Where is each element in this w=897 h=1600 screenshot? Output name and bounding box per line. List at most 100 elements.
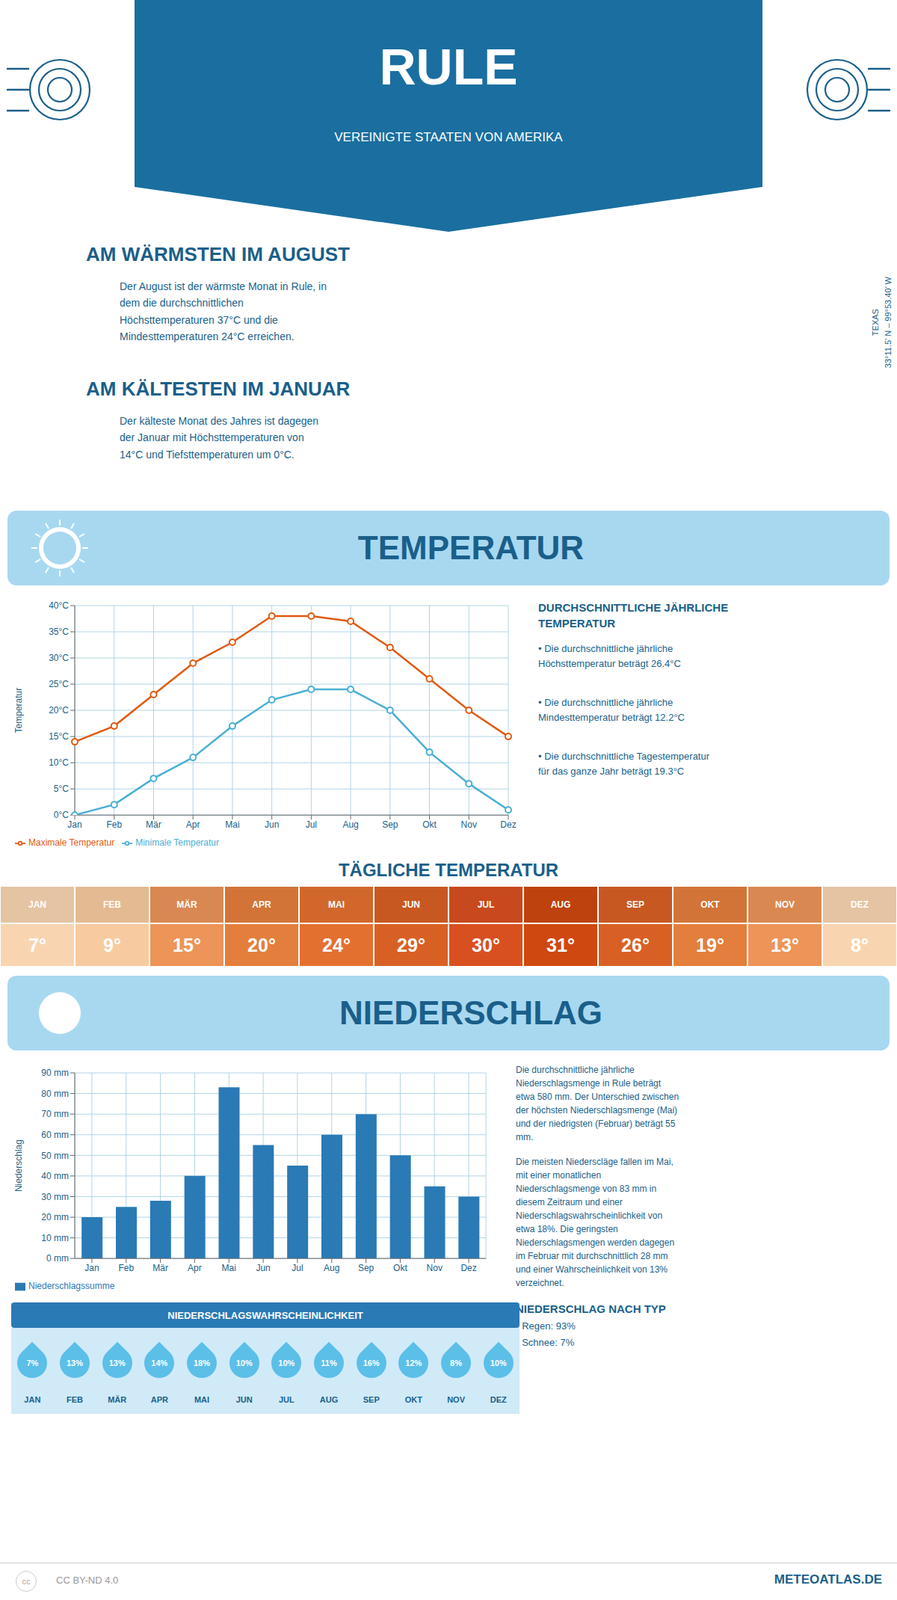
html-text:JUL: JUL bbox=[477, 899, 495, 910]
html-text:19°: 19° bbox=[695, 934, 725, 955]
html-text:AM WÄRMSTEN IM AUGUST: AM WÄRMSTEN IM AUGUST bbox=[85, 242, 350, 266]
html-text:MÄR: MÄR bbox=[176, 899, 198, 910]
html-text:• Die durchschnittliche jährli: • Die durchschnittliche jährliche Mindes… bbox=[538, 696, 685, 723]
html-text:Niederschlagssumme: Niederschlagssumme bbox=[28, 1280, 115, 1292]
svg-text:90 mm: 90 mm bbox=[41, 1067, 69, 1078]
html-text:CC BY-ND 4.0: CC BY-ND 4.0 bbox=[56, 1574, 119, 1586]
html-text:MAI: MAI bbox=[328, 899, 345, 910]
svg-text:Dez: Dez bbox=[460, 1262, 477, 1273]
html-text:TÄGLICHE TEMPERATUR: TÄGLICHE TEMPERATUR bbox=[338, 859, 559, 880]
html-text:31°: 31° bbox=[546, 934, 575, 955]
html-text:Die durchschnittliche jährlich: Die durchschnittliche jährliche Niedersc… bbox=[515, 1064, 679, 1143]
svg-text:40 mm: 40 mm bbox=[41, 1170, 69, 1182]
html-text:FEB: FEB bbox=[66, 1394, 83, 1404]
html-text:RULE: RULE bbox=[379, 38, 518, 95]
svg-text:0 mm: 0 mm bbox=[46, 1252, 69, 1264]
svg-text:Mär: Mär bbox=[145, 819, 162, 830]
svg-text:Sep: Sep bbox=[358, 1262, 375, 1273]
svg-text:Jul: Jul bbox=[305, 819, 317, 830]
html-text:OKT: OKT bbox=[700, 899, 720, 910]
svg-text:10 mm: 10 mm bbox=[41, 1232, 69, 1244]
html-text:• Die durchschnittliche jährli: • Die durchschnittliche jährliche Höchst… bbox=[538, 642, 681, 669]
svg-text:0°C: 0°C bbox=[53, 809, 69, 821]
html-text:FEB: FEB bbox=[103, 899, 122, 910]
svg-text:60 mm: 60 mm bbox=[41, 1129, 69, 1140]
svg-text:Okt: Okt bbox=[393, 1262, 408, 1273]
html-text:Minimale Temperatur: Minimale Temperatur bbox=[135, 837, 220, 848]
svg-text:Apr: Apr bbox=[186, 819, 201, 830]
svg-text:25°C: 25°C bbox=[48, 678, 69, 690]
html-text:JAN: JAN bbox=[28, 899, 47, 910]
html-text:DURCHSCHNITTLICHE JÄHRLICHE TE: DURCHSCHNITTLICHE JÄHRLICHE TEMPERATUR bbox=[538, 600, 729, 630]
html-text:DEZ: DEZ bbox=[850, 899, 869, 910]
html-text:AM KÄLTESTEN IM JANUAR: AM KÄLTESTEN IM JANUAR bbox=[85, 377, 351, 400]
svg-text:Jan: Jan bbox=[67, 819, 82, 830]
html-text:Die meisten Niederscläge falle: Die meisten Niederscläge fallen im Mai, … bbox=[515, 1156, 675, 1288]
html-text:20°: 20° bbox=[247, 934, 276, 955]
svg-text:Aug: Aug bbox=[342, 819, 359, 830]
svg-text:30°C: 30°C bbox=[48, 652, 69, 664]
svg-text:Dez: Dez bbox=[500, 819, 516, 830]
svg-text:10°C: 10°C bbox=[48, 757, 69, 768]
html-text:Der kälteste Monat des Jahres: Der kälteste Monat des Jahres ist dagege… bbox=[119, 414, 319, 461]
html-text:7°: 7° bbox=[28, 934, 47, 955]
svg-text:Mär: Mär bbox=[152, 1262, 169, 1273]
html-text:• Schnee: 7%: • Schnee: 7% bbox=[515, 1336, 575, 1348]
svg-text:Mai: Mai bbox=[222, 1262, 237, 1273]
html-text:9°: 9° bbox=[103, 934, 122, 955]
html-text:AUG: AUG bbox=[550, 899, 571, 910]
svg-text:Jul: Jul bbox=[291, 1262, 303, 1273]
svg-text:Aug: Aug bbox=[323, 1262, 340, 1273]
html-text:TEMPERATUR: TEMPERATUR bbox=[357, 529, 584, 566]
html-text:29°: 29° bbox=[396, 934, 426, 955]
html-text:13%: 13% bbox=[66, 1358, 83, 1368]
svg-text:Nov: Nov bbox=[426, 1262, 443, 1273]
svg-text:30 mm: 30 mm bbox=[41, 1191, 69, 1202]
html-text:NIEDERSCHLAGSWAHRSCHEINLICHKEI: NIEDERSCHLAGSWAHRSCHEINLICHKEIT bbox=[167, 1309, 364, 1321]
html-text:JAN: JAN bbox=[24, 1394, 41, 1404]
html-text:NOV: NOV bbox=[775, 899, 795, 910]
html-text:Maximale Temperatur: Maximale Temperatur bbox=[28, 837, 115, 848]
html-text:SEP: SEP bbox=[626, 899, 645, 910]
html-text:NIEDERSCHLAG: NIEDERSCHLAG bbox=[339, 994, 603, 1031]
svg-text:Temperatur: Temperatur bbox=[14, 687, 24, 734]
svg-text:35°C: 35°C bbox=[48, 626, 69, 637]
svg-text:Feb: Feb bbox=[118, 1262, 134, 1273]
svg-text:Mai: Mai bbox=[224, 819, 240, 830]
html-text:Der August ist der wärmste Mon: Der August ist der wärmste Monat in Rule… bbox=[119, 280, 327, 343]
html-text:15°: 15° bbox=[172, 934, 202, 955]
svg-text:Apr: Apr bbox=[187, 1262, 202, 1273]
html-text:24°: 24° bbox=[322, 934, 351, 955]
svg-text:Niederschlag: Niederschlag bbox=[14, 1139, 24, 1192]
html-text:TEXAS 33°11.5’ N – 99°53.40’ W: TEXAS 33°11.5’ N – 99°53.40’ W bbox=[870, 276, 893, 368]
html-text:METEOATLAS.DE: METEOATLAS.DE bbox=[774, 1571, 883, 1587]
svg-text:Jan: Jan bbox=[84, 1262, 99, 1273]
html-text:MÄR: MÄR bbox=[107, 1394, 127, 1404]
svg-text:50 mm: 50 mm bbox=[41, 1150, 69, 1161]
svg-text:20 mm: 20 mm bbox=[41, 1211, 69, 1223]
html-text:• Die durchschnittliche Tagest: • Die durchschnittliche Tagestemperatur … bbox=[538, 750, 710, 777]
svg-text:Okt: Okt bbox=[422, 819, 437, 830]
svg-text:70 mm: 70 mm bbox=[41, 1108, 69, 1120]
svg-text:15°C: 15°C bbox=[48, 731, 69, 742]
svg-text:Nov: Nov bbox=[461, 819, 477, 830]
html-text:13°: 13° bbox=[770, 934, 800, 955]
svg-text:20°C: 20°C bbox=[48, 704, 69, 716]
svg-text:40°C: 40°C bbox=[48, 600, 69, 611]
svg-text:5°C: 5°C bbox=[53, 783, 69, 794]
html-text:VEREINIGTE STAATEN VON AMERIKA: VEREINIGTE STAATEN VON AMERIKA bbox=[334, 130, 563, 145]
svg-text:Feb: Feb bbox=[106, 819, 122, 830]
svg-text:80 mm: 80 mm bbox=[41, 1088, 69, 1099]
html-text:8°: 8° bbox=[850, 934, 869, 955]
html-text:• Regen: 93%: • Regen: 93% bbox=[515, 1320, 576, 1332]
svg-text:Sep: Sep bbox=[381, 819, 399, 830]
svg-text:Jun: Jun bbox=[255, 1262, 270, 1273]
html-text:JUN: JUN bbox=[402, 899, 421, 910]
html-text:13%: 13% bbox=[108, 1358, 126, 1368]
html-text:30°: 30° bbox=[471, 934, 501, 955]
html-text:7%: 7% bbox=[26, 1358, 39, 1368]
svg-text:Jun: Jun bbox=[264, 819, 279, 830]
html-text:APR: APR bbox=[252, 899, 272, 910]
html-text:26°: 26° bbox=[621, 934, 650, 955]
html-text:NIEDERSCHLAG NACH TYP: NIEDERSCHLAG NACH TYP bbox=[515, 1302, 666, 1315]
